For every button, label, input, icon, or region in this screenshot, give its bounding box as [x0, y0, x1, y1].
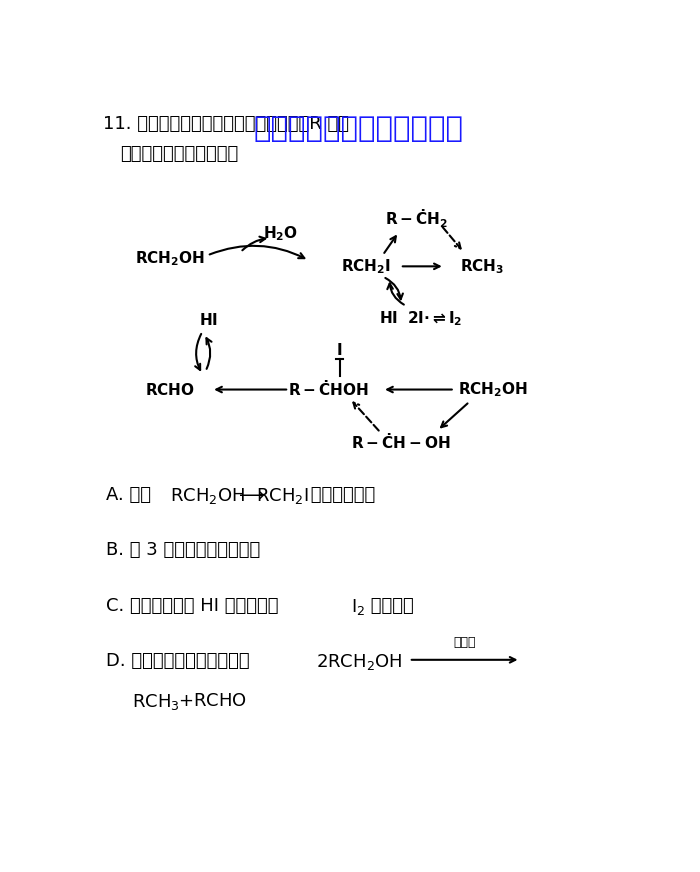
Text: 的氧化性: 的氧化性	[365, 596, 414, 615]
Text: 微信公众号关注：趣找答案: 微信公众号关注：趣找答案	[253, 115, 463, 143]
Text: $+$: $+$	[178, 692, 193, 710]
Text: $\mathbf{RCHO}$: $\mathbf{RCHO}$	[145, 382, 195, 398]
Text: $\mathbf{R-\dot{C}H_2}$: $\mathbf{R-\dot{C}H_2}$	[385, 208, 448, 230]
Text: $\mathbf{RCH_2OH}$: $\mathbf{RCH_2OH}$	[458, 380, 528, 399]
Text: $\mathbf{I}$: $\mathbf{I}$	[337, 342, 342, 358]
Text: C. 该反应利用了 HI 的还原性和: C. 该反应利用了 HI 的还原性和	[106, 596, 284, 615]
Text: B. 有 3 种自由基参加了反应: B. 有 3 种自由基参加了反应	[106, 542, 260, 559]
Text: $\mathbf{H_2O}$: $\mathbf{H_2O}$	[262, 225, 298, 243]
Text: $\mathbf{RCH_2OH}$: $\mathbf{RCH_2OH}$	[135, 249, 205, 268]
Text: $\mathbf{HI}$: $\mathbf{HI}$	[199, 312, 218, 328]
Text: $\mathrm{RCH_2OH}$: $\mathrm{RCH_2OH}$	[170, 486, 245, 506]
Text: $\mathbf{RCH_3}$: $\mathbf{RCH_3}$	[460, 257, 504, 276]
Text: $\mathbf{RCH_2I}$: $\mathbf{RCH_2I}$	[342, 257, 391, 276]
Text: $\mathrm{RCH_3}$: $\mathrm{RCH_3}$	[132, 692, 179, 712]
Text: 11. 碘介导的醇歧化反应机理如图所示（R 为烃: 11. 碘介导的醇歧化反应机理如图所示（R 为烃	[103, 115, 349, 133]
Text: ⟶: ⟶	[239, 487, 265, 506]
Text: 催化剂: 催化剂	[454, 636, 476, 649]
Text: $\mathrm{2RCH_2OH}$: $\mathrm{2RCH_2OH}$	[316, 652, 403, 672]
Text: 属于取代反应: 属于取代反应	[305, 486, 375, 504]
Text: $\mathrm{RCHO}$: $\mathrm{RCHO}$	[193, 692, 247, 710]
Text: $\mathbf{HI\ \ 2I{\cdot} \rightleftharpoons I_2}$: $\mathbf{HI\ \ 2I{\cdot} \rightleftharpo…	[379, 310, 462, 328]
Text: D. 醇歧化的总反应方程式为: D. 醇歧化的总反应方程式为	[106, 652, 256, 670]
Text: $\mathbf{R-\dot{C}H-OH}$: $\mathbf{R-\dot{C}H-OH}$	[351, 432, 451, 452]
Text: A. 反应: A. 反应	[106, 486, 157, 504]
Text: $\mathbf{R-\dot{C}HOH}$: $\mathbf{R-\dot{C}HOH}$	[288, 379, 368, 399]
Text: $\mathrm{I_2}$: $\mathrm{I_2}$	[351, 596, 365, 617]
Text: $\mathrm{RCH_2I}$: $\mathrm{RCH_2I}$	[256, 486, 309, 506]
Text: 基）。下列说法错误的是: 基）。下列说法错误的是	[120, 145, 238, 163]
